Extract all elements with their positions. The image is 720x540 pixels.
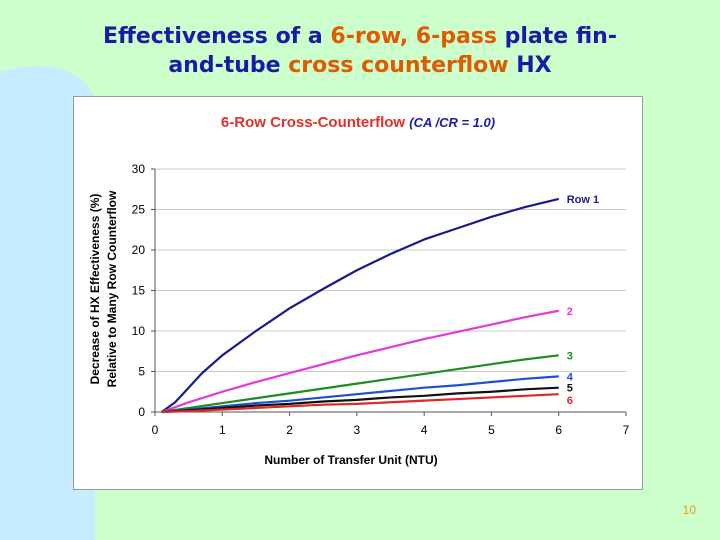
y-tick-label: 25 (132, 203, 146, 217)
series-label-6: 6 (567, 395, 573, 407)
chart-title-params: (CA /CR = 1.0) (409, 115, 495, 130)
series-label-5: 5 (567, 383, 573, 395)
series-line-3 (161, 354, 559, 414)
y-tick-label: 30 (132, 162, 146, 176)
chart-title-main: 6-Row Cross-Counterflow (221, 114, 406, 131)
title-part: and-tube (168, 53, 289, 78)
x-tick-label: 3 (354, 423, 361, 437)
line-chart: 6-Row Cross-Counterflow (CA /CR = 1.0) 0… (88, 114, 630, 467)
chart-frame: 6-Row Cross-Counterflow (CA /CR = 1.0) 0… (73, 96, 643, 490)
title-part-highlight: 6-row, 6-pass (330, 24, 497, 49)
y-tick-label: 5 (138, 365, 145, 379)
title-part: HX (508, 53, 552, 78)
x-axis-label: Number of Transfer Unit (NTU) (264, 453, 437, 467)
series-line-1 (161, 197, 559, 413)
slide-title: Effectiveness of a 6-row, 6-pass plate f… (60, 22, 660, 80)
series-label-4: 4 (567, 371, 574, 383)
series-labels: Row 1 2 3 456 (567, 194, 599, 407)
grid-lines (155, 168, 626, 372)
y-axis-label-line-1: Decrease of HX Effectiveness (%) (88, 194, 102, 385)
x-tick-label: 1 (219, 423, 226, 437)
series-label-2: 2 (567, 306, 573, 318)
axes (151, 168, 627, 416)
title-part-highlight: cross counterflow (288, 53, 509, 78)
x-tick-labels: 0 1 2 3 4 5 6 7 (152, 423, 630, 437)
x-tick-label: 4 (421, 423, 428, 437)
x-tick-label: 6 (555, 423, 562, 437)
y-tick-label: 20 (132, 243, 146, 257)
series-line-5 (161, 386, 559, 414)
series-line-2 (161, 309, 559, 414)
x-tick-label: 5 (488, 423, 495, 437)
chart-title: 6-Row Cross-Counterflow (CA /CR = 1.0) (221, 114, 495, 131)
y-tick-label: 15 (132, 284, 146, 298)
x-tick-label: 0 (152, 423, 159, 437)
y-tick-label: 0 (138, 405, 145, 419)
y-tick-labels: 0 5 10 15 20 25 30 (132, 162, 146, 419)
page-number: 10 (682, 503, 696, 517)
y-tick-label: 10 (132, 324, 146, 338)
x-tick-label: 2 (286, 423, 293, 437)
series-line-4 (161, 375, 559, 414)
title-part: Effectiveness of a (103, 24, 331, 49)
series-line-6 (161, 393, 559, 414)
y-axis-label-line-2: Relative to Many Row Counterflow (105, 190, 119, 387)
x-tick-label: 7 (623, 423, 630, 437)
series-lines (161, 197, 559, 414)
title-part: plate fin- (496, 24, 617, 49)
series-label-1: Row 1 (567, 194, 599, 206)
series-label-3: 3 (567, 350, 573, 362)
